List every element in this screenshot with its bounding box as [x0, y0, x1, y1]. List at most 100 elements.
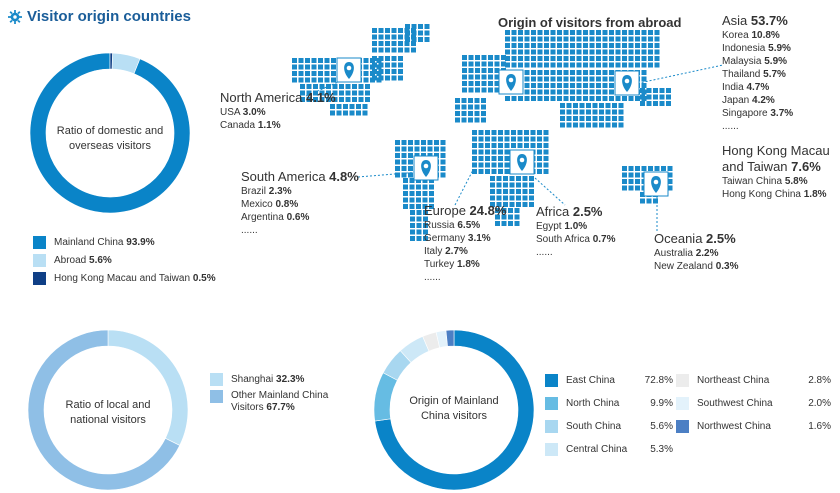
- map-dot: [570, 76, 575, 82]
- map-dot: [422, 204, 428, 209]
- region-europe: Europe 24.8% Russia 6.5% Germany 3.1% It…: [424, 203, 506, 284]
- world-map: [292, 24, 724, 241]
- legend-swatch: [545, 420, 558, 433]
- map-dot: [505, 30, 510, 35]
- region-asia: Asia 53.7% Korea 10.8% Indonesia 5.9% Ma…: [722, 13, 793, 133]
- map-dot: [429, 197, 434, 203]
- map-dot: [395, 159, 400, 165]
- map-dot: [462, 68, 467, 73]
- map-dot: [421, 146, 426, 152]
- map-dot: [592, 122, 598, 128]
- page-title: Visitor origin countries: [8, 8, 191, 25]
- map-dot: [563, 70, 569, 75]
- map-dot: [596, 43, 601, 48]
- map-dot: [570, 30, 575, 35]
- map-dot: [491, 143, 497, 148]
- map-dot: [440, 140, 446, 145]
- map-dot: [646, 198, 652, 204]
- map-dot: [475, 87, 480, 93]
- map-dot: [516, 195, 521, 201]
- country-name: New Zealand: [654, 261, 713, 272]
- region-south-america: South America 4.8% Brazil 2.3% Mexico 0.…: [241, 169, 359, 237]
- map-dot: [543, 162, 549, 168]
- map-dot: [557, 76, 562, 82]
- map-dot: [596, 96, 601, 101]
- map-dot: [424, 30, 430, 36]
- map-dot: [570, 62, 575, 68]
- map-dot: [498, 149, 503, 155]
- map-dot: [408, 159, 413, 165]
- map-dot: [576, 30, 582, 35]
- map-dot: [385, 41, 390, 46]
- mainland-donut-label-line1: Origin of Mainland: [409, 395, 499, 407]
- map-dot: [635, 30, 640, 35]
- map-dot: [475, 68, 480, 73]
- map-dot: [530, 130, 536, 135]
- donut-slice-abroad: [111, 53, 141, 75]
- map-dot: [589, 62, 595, 68]
- map-dot: [501, 221, 507, 226]
- map-dot: [641, 70, 647, 75]
- map-dot: [416, 229, 422, 235]
- map-dot: [586, 103, 591, 108]
- map-dot: [635, 172, 640, 178]
- map-dot: [372, 28, 377, 33]
- map-dot: [531, 36, 536, 42]
- map-dot: [640, 88, 645, 93]
- map-dot: [395, 146, 400, 152]
- map-dot: [522, 195, 528, 201]
- map-dot: [570, 56, 575, 61]
- region-africa: Africa 2.5% Egypt 1.0% South Africa 0.7%…: [536, 204, 616, 259]
- map-dot: [518, 30, 523, 35]
- legend-swatch: [676, 397, 689, 410]
- map-dot: [615, 96, 621, 101]
- donut-slice-hong-kong-macau-and-taiwan: [109, 53, 113, 70]
- gear-icon: [8, 9, 22, 24]
- map-dot: [641, 56, 647, 61]
- map-dot: [576, 70, 582, 75]
- map-dot: [358, 84, 364, 89]
- map-dot: [576, 49, 582, 55]
- map-dot: [518, 56, 523, 61]
- map-dot: [511, 96, 517, 101]
- map-dot: [511, 30, 517, 35]
- map-dot: [544, 49, 549, 55]
- map-dot: [336, 104, 342, 109]
- map-dot: [478, 136, 484, 142]
- map-dot: [537, 156, 542, 161]
- map-dot: [612, 109, 617, 115]
- map-dot: [583, 83, 588, 88]
- map-dot: [605, 103, 611, 108]
- country-value: 10.8%: [751, 30, 780, 41]
- map-dot: [566, 109, 572, 115]
- map-dot: [544, 89, 549, 95]
- map-dot: [372, 75, 377, 81]
- map-dot: [414, 146, 420, 152]
- map-dot: [543, 130, 549, 135]
- map-dot: [544, 62, 549, 68]
- map-dot: [648, 166, 653, 171]
- map-dot: [424, 37, 430, 42]
- map-dot: [586, 122, 591, 128]
- map-dot: [622, 185, 627, 191]
- map-dot: [537, 162, 542, 168]
- map-dot: [635, 166, 640, 171]
- donut-slice-shanghai: [107, 330, 188, 446]
- map-dot: [372, 62, 377, 68]
- map-dot: [372, 47, 377, 53]
- map-dot: [411, 37, 417, 42]
- region-north-america: North America 4.1% USA 3.0% Canada 1.1%: [220, 90, 336, 132]
- map-dot: [298, 64, 304, 70]
- map-dot: [485, 162, 490, 168]
- map-dot: [363, 64, 369, 70]
- map-dot: [576, 56, 582, 61]
- mainland-donut-label-line2: China visitors: [420, 410, 488, 422]
- map-dot: [563, 56, 569, 61]
- map-dot: [511, 130, 516, 135]
- map-dot: [378, 75, 384, 81]
- map-dot: [462, 55, 467, 60]
- map-dot: [579, 116, 585, 121]
- map-dot: [491, 130, 497, 135]
- map-dot: [596, 83, 601, 88]
- map-dot: [517, 136, 523, 142]
